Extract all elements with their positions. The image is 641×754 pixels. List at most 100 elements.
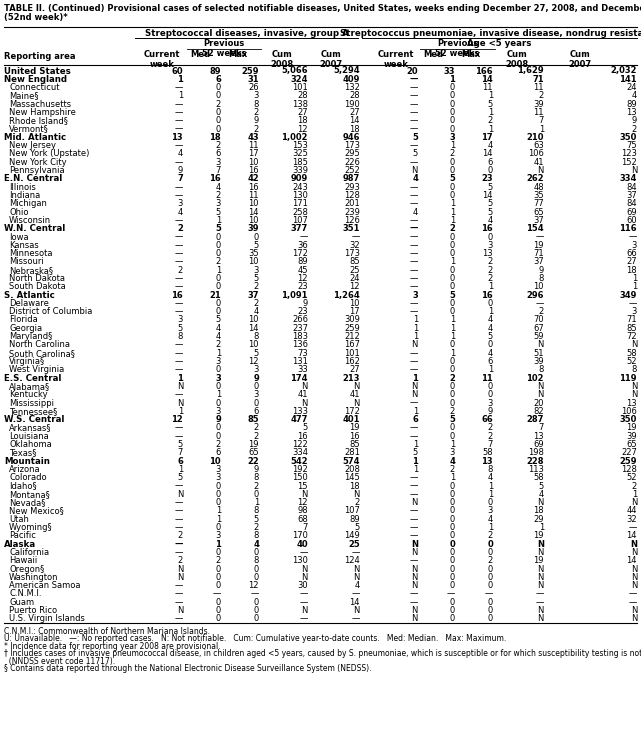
Text: 89: 89 [626,100,637,109]
Text: 0: 0 [450,573,455,582]
Text: 227: 227 [621,449,637,457]
Text: Hawaii: Hawaii [9,556,37,566]
Text: 0: 0 [254,606,259,615]
Text: 71: 71 [626,315,637,324]
Text: 201: 201 [344,199,360,208]
Text: 2: 2 [178,556,183,566]
Text: 8: 8 [631,365,637,374]
Text: N: N [412,573,418,582]
Text: N: N [631,565,637,574]
Text: 10: 10 [249,199,259,208]
Text: —: — [629,590,637,599]
Text: 32: 32 [349,241,360,250]
Text: 1: 1 [488,124,493,133]
Text: Colorado: Colorado [9,474,47,483]
Text: 16: 16 [481,290,493,299]
Text: 185: 185 [292,158,308,167]
Text: —: — [174,482,183,491]
Text: E.S. Central: E.S. Central [4,373,62,382]
Text: —: — [299,615,308,624]
Text: 0: 0 [216,249,221,258]
Text: 17: 17 [248,149,259,158]
Text: 132: 132 [344,83,360,92]
Text: N: N [412,615,418,624]
Text: 4: 4 [488,474,493,483]
Text: 18: 18 [297,116,308,125]
Text: 4: 4 [412,174,418,183]
Text: Utah: Utah [9,515,29,524]
Text: 1,264: 1,264 [333,290,360,299]
Text: 152: 152 [621,158,637,167]
Text: 1: 1 [216,348,221,357]
Text: 23: 23 [297,282,308,291]
Text: 208: 208 [344,465,360,474]
Text: 339: 339 [292,166,308,175]
Text: 8: 8 [538,365,544,374]
Text: 4: 4 [254,307,259,316]
Text: 174: 174 [290,373,308,382]
Text: 226: 226 [344,158,360,167]
Text: —: — [299,590,308,599]
Text: Missouri: Missouri [9,257,44,266]
Text: 26: 26 [248,83,259,92]
Text: N: N [412,565,418,574]
Text: Illinois: Illinois [9,182,36,192]
Text: 11: 11 [481,373,493,382]
Text: —: — [536,299,544,308]
Text: N: N [412,382,418,391]
Text: 2: 2 [254,482,259,491]
Text: Pacific: Pacific [9,532,36,541]
Text: 27: 27 [349,365,360,374]
Text: —: — [299,598,308,607]
Text: 0: 0 [216,382,221,391]
Text: 8: 8 [538,274,544,283]
Text: 25: 25 [349,265,360,274]
Text: N: N [631,573,637,582]
Text: 4: 4 [488,323,493,333]
Text: 0: 0 [450,191,455,200]
Text: 6: 6 [488,357,493,366]
Text: N: N [412,606,418,615]
Text: N: N [177,399,183,407]
Text: 0: 0 [450,83,455,92]
Text: Alabama§: Alabama§ [9,382,50,391]
Text: 133: 133 [292,407,308,415]
Text: 1: 1 [178,407,183,415]
Text: 0: 0 [450,166,455,175]
Text: 39: 39 [247,224,259,233]
Text: —: — [410,507,418,516]
Text: 31: 31 [247,75,259,84]
Text: N: N [412,340,418,349]
Text: Georgia: Georgia [9,323,42,333]
Text: 24: 24 [349,274,360,283]
Text: N: N [631,391,637,399]
Text: —: — [410,474,418,483]
Text: North Carolina: North Carolina [9,340,70,349]
Text: —: — [174,523,183,532]
Text: —: — [410,91,418,100]
Text: —: — [410,191,418,200]
Text: 325: 325 [292,149,308,158]
Text: 16: 16 [248,166,259,175]
Text: 35: 35 [248,249,259,258]
Text: 106: 106 [621,407,637,415]
Text: 2: 2 [216,141,221,150]
Text: 12: 12 [297,498,308,507]
Text: 0: 0 [488,382,493,391]
Text: 0: 0 [450,507,455,516]
Text: 71: 71 [533,75,544,84]
Text: 0: 0 [254,615,259,624]
Text: 1: 1 [488,108,493,117]
Text: 2: 2 [632,124,637,133]
Text: U.S. Virgin Islands: U.S. Virgin Islands [9,615,85,624]
Text: 19: 19 [533,532,544,541]
Text: —: — [174,581,183,590]
Text: 5: 5 [216,207,221,216]
Text: 252: 252 [344,166,360,175]
Text: 16: 16 [297,432,308,440]
Text: 0: 0 [450,124,455,133]
Text: 0: 0 [450,498,455,507]
Text: —: — [410,216,418,225]
Text: —: — [410,241,418,250]
Text: 63: 63 [533,141,544,150]
